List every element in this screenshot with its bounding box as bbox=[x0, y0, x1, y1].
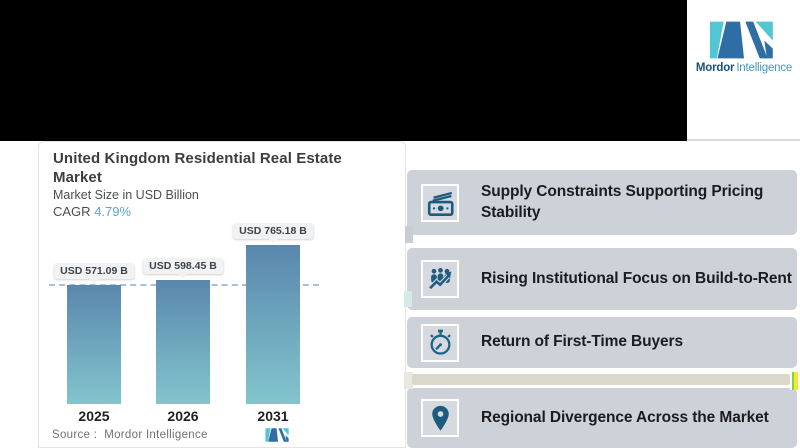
brand-name-bold: Mordor bbox=[695, 62, 735, 74]
investors-growth-icon bbox=[421, 260, 459, 298]
bar-year-label: 2026 bbox=[167, 408, 199, 424]
market-chart-card: USD 571.09 B 2025 USD 598.45 B 2026 USD 765.… bbox=[38, 141, 406, 448]
panel-fragment bbox=[404, 372, 413, 389]
bar-2031 bbox=[246, 245, 300, 404]
mordor-logo-mini bbox=[265, 428, 289, 442]
bar-year-label: 2031 bbox=[257, 408, 289, 424]
chart-subtitle: Market Size in USD Billion bbox=[53, 188, 199, 202]
source-label: Source : Mordor Intelligence bbox=[52, 429, 208, 441]
bar-year-label: 2025 bbox=[78, 408, 110, 424]
banner-divider bbox=[687, 139, 800, 141]
stopwatch-icon bbox=[421, 323, 459, 362]
highlight-item-supply-constraints: Supply Constraints Supporting Pricing St… bbox=[407, 170, 797, 235]
top-banner bbox=[0, 0, 687, 141]
panel-band-fragment bbox=[412, 374, 790, 385]
highlight-text: Rising Institutional Focus on Build-to-R… bbox=[481, 269, 792, 287]
bar-value-pill: USD 571.09 B bbox=[54, 263, 134, 279]
bar-2026 bbox=[156, 280, 210, 404]
brand-name-light: Intelligence bbox=[736, 62, 793, 74]
brand-wordmark: Mordor Intelligence bbox=[688, 62, 800, 74]
highlight-text: Supply Constraints Supporting Pricing St… bbox=[481, 183, 764, 221]
panel-color-sliver bbox=[790, 372, 798, 390]
banknotes-icon bbox=[421, 183, 459, 222]
highlight-item-build-to-rent: Rising Institutional Focus on Build-to-R… bbox=[407, 248, 797, 310]
chart-title: United Kingdom Residential Real Estate M… bbox=[53, 150, 342, 186]
highlight-item-regional-divergence: Regional Divergence Across the Market bbox=[407, 388, 797, 448]
panel-fragment bbox=[404, 291, 412, 307]
brand-logo: Mordor Intelligence bbox=[688, 0, 800, 88]
bar-value-pill: USD 598.45 B bbox=[143, 258, 223, 274]
map-pin-icon bbox=[421, 399, 459, 437]
cagr-line: CAGR 4.79% bbox=[53, 204, 131, 219]
panel-fragment bbox=[405, 226, 413, 243]
highlight-text: Return of First-Time Buyers bbox=[481, 333, 683, 351]
bar-value-pill: USD 765.18 B bbox=[233, 223, 313, 239]
cagr-label: CAGR bbox=[53, 204, 91, 219]
cagr-value: 4.79% bbox=[94, 204, 132, 219]
highlight-item-first-time-buyers: Return of First-Time Buyers bbox=[407, 317, 797, 368]
highlight-text: Regional Divergence Across the Market bbox=[481, 408, 769, 426]
bar-2025 bbox=[67, 285, 121, 404]
bar-plot: USD 571.09 B 2025 USD 598.45 B 2026 USD 765.… bbox=[39, 142, 407, 448]
mordor-logo-icon bbox=[709, 21, 773, 59]
